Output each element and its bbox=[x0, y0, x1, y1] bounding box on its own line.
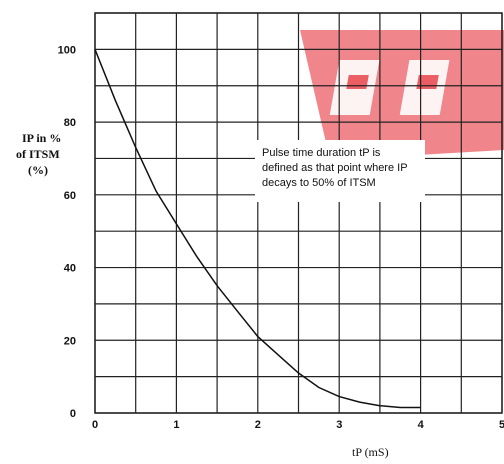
y-tick-labels: 0 20 40 60 80 100 bbox=[58, 44, 76, 420]
annotation-line-3: decays to 50% of ITSM bbox=[262, 177, 376, 189]
x-tick-label: 5 bbox=[499, 419, 504, 431]
y-tick-label: 20 bbox=[64, 335, 76, 347]
x-tick-label: 4 bbox=[418, 419, 425, 431]
annotation-box bbox=[255, 140, 425, 202]
y-tick-label: 40 bbox=[64, 263, 76, 275]
annotation-line-2: defined as that point where IP bbox=[262, 162, 408, 174]
x-tick-labels: 0 1 2 3 4 5 bbox=[92, 419, 504, 431]
x-tick-label: 3 bbox=[336, 419, 342, 431]
y-tick-label: 100 bbox=[58, 44, 76, 56]
x-tick-label: 1 bbox=[173, 419, 179, 431]
y-axis-label-line-2: of ITSM bbox=[16, 147, 60, 161]
y-tick-label: 0 bbox=[70, 408, 76, 420]
series-line bbox=[94, 49, 421, 409]
y-tick-label: 80 bbox=[64, 117, 76, 129]
y-tick-label: 60 bbox=[64, 190, 76, 202]
y-axis-label-line-1: IP in % bbox=[22, 131, 61, 145]
x-tick-label: 0 bbox=[92, 419, 98, 431]
watermark-logo bbox=[300, 30, 504, 160]
annotation-line-1: Pulse time duration tP is bbox=[262, 147, 381, 159]
x-tick-label: 2 bbox=[255, 419, 261, 431]
plot-frame bbox=[94, 12, 503, 414]
y-axis-label-line-3: (%) bbox=[28, 163, 48, 177]
x-axis-label: tP (mS) bbox=[352, 445, 389, 459]
